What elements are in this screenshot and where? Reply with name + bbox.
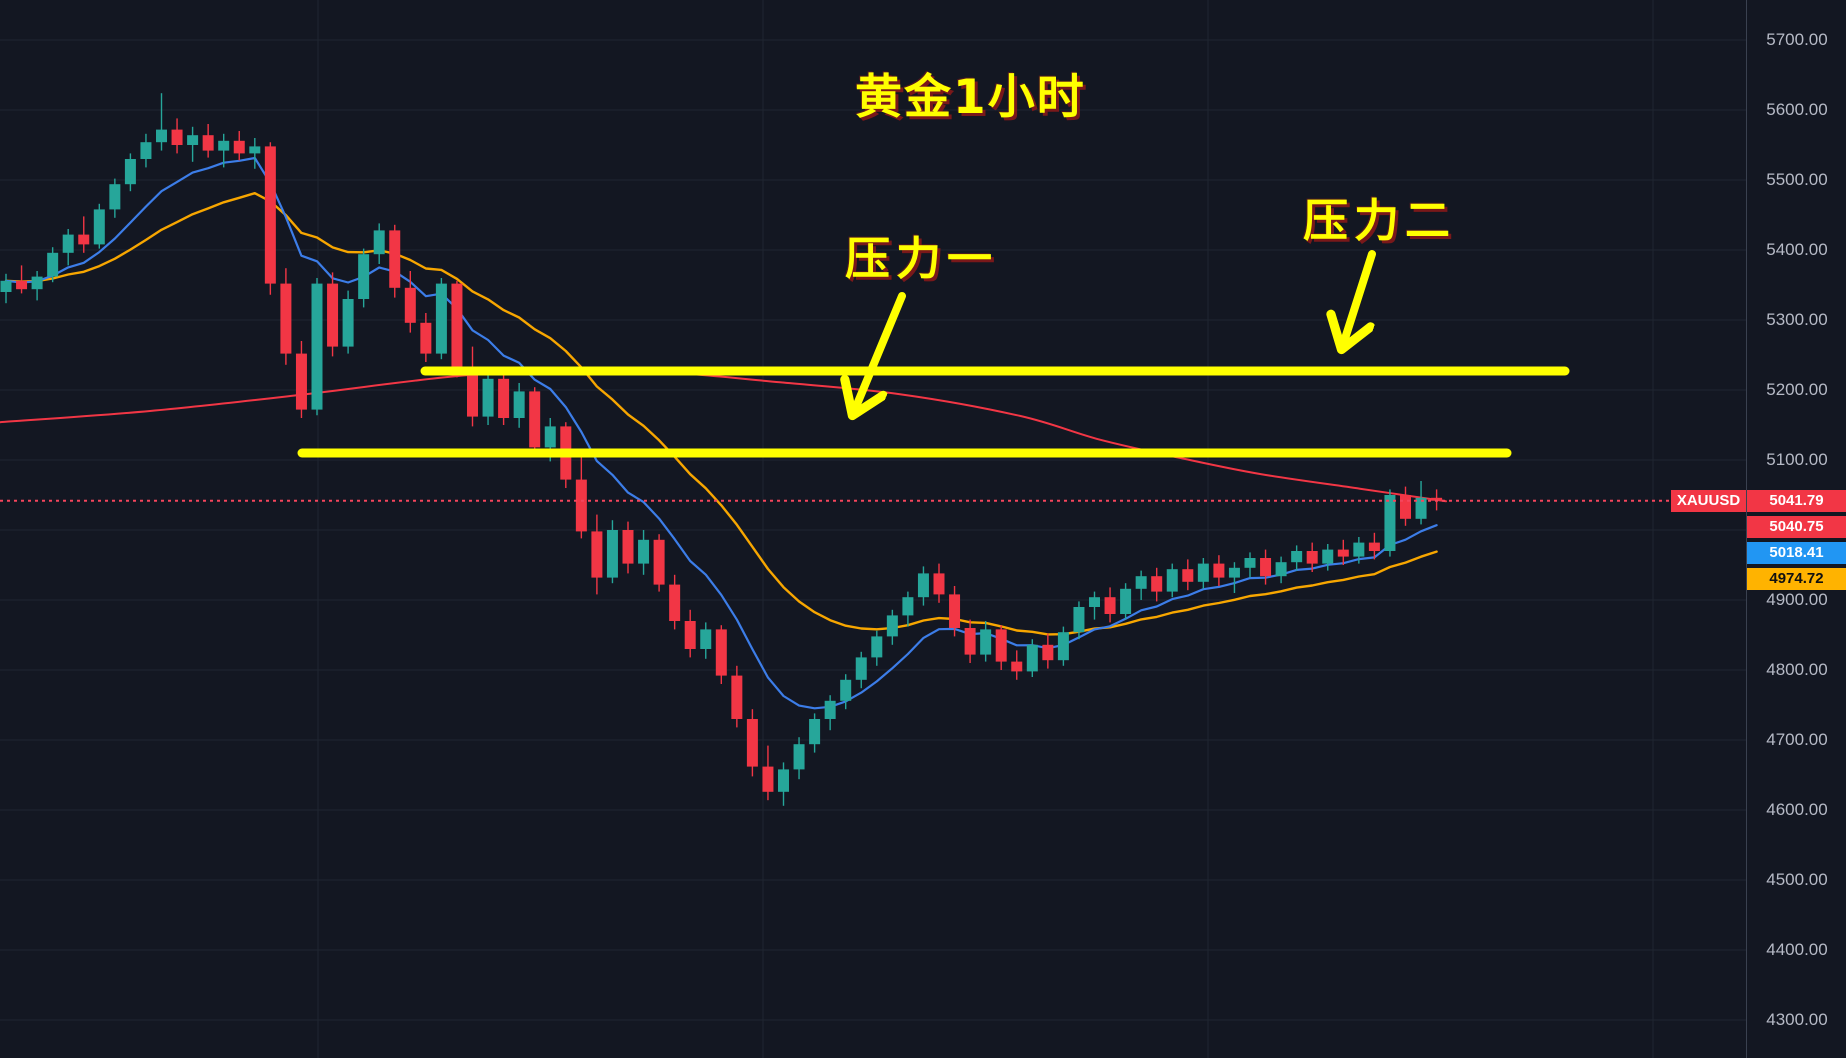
grid-lines (0, 0, 1746, 1058)
price-axis-label: 4600.00 (1766, 800, 1828, 819)
ma-slow-value-tag: 5040.75 (1747, 516, 1846, 538)
annotation-arrows[interactable] (853, 250, 1376, 414)
moving-average-lines (0, 156, 1447, 710)
price-axis-label: 5100.00 (1766, 450, 1828, 469)
price-axis-label: 5200.00 (1766, 380, 1828, 399)
current-price-tag: 5041.79 (1747, 490, 1846, 512)
ma-fast-value-tag: 5018.41 (1747, 542, 1846, 564)
chart-title: 黄金1小时 (855, 70, 1086, 125)
annotation-pressure-2[interactable]: 压力二 (1303, 194, 1457, 247)
price-axis-label: 4400.00 (1766, 940, 1828, 959)
price-axis-label: 5700.00 (1766, 30, 1828, 49)
price-axis-label: 5300.00 (1766, 310, 1828, 329)
price-axis-label: 4800.00 (1766, 660, 1828, 679)
price-axis-label: 4300.00 (1766, 1010, 1828, 1029)
annotation-pressure-1[interactable]: 压力一 (845, 232, 999, 285)
symbol-tag: XAUUSD (1671, 490, 1746, 512)
price-axis-label: 4500.00 (1766, 870, 1828, 889)
price-axis-label: 4900.00 (1766, 590, 1828, 609)
price-axis-label: 4700.00 (1766, 730, 1828, 749)
price-axis-label: 5400.00 (1766, 240, 1828, 259)
price-axis-label: 5600.00 (1766, 100, 1828, 119)
ma-medium-value-tag: 4974.72 (1747, 568, 1846, 590)
resistance-level-lines[interactable] (297, 366, 1570, 458)
price-axis-label: 5500.00 (1766, 170, 1828, 189)
